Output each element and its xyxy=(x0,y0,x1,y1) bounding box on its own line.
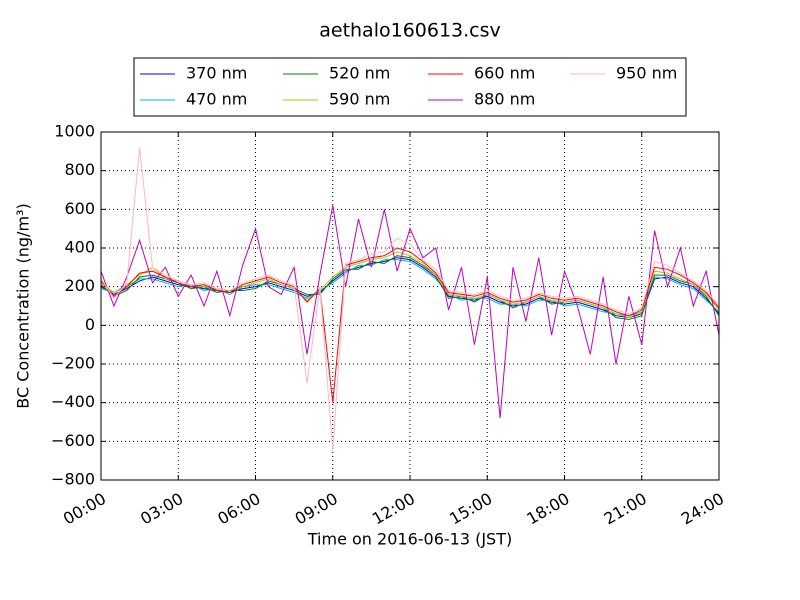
x-axis-label: Time on 2016-06-13 (JST) xyxy=(307,530,512,549)
y-tick-label: 200 xyxy=(64,276,95,295)
legend-label: 470 nm xyxy=(186,90,247,109)
legend-label: 660 nm xyxy=(474,64,535,83)
x-tick-label: 06:00 xyxy=(214,489,263,529)
y-tick-label: −600 xyxy=(51,431,95,450)
data-line xyxy=(101,247,719,403)
legend-label: 880 nm xyxy=(474,90,535,109)
legend-label: 520 nm xyxy=(329,64,390,83)
data-line xyxy=(101,147,719,452)
data-line xyxy=(101,251,719,319)
y-axis-label: BC Concentration (ng/m³) xyxy=(14,203,33,408)
legend-label: 370 nm xyxy=(186,64,247,83)
y-tick-label: 800 xyxy=(64,160,95,179)
y-tick-label: 1000 xyxy=(54,122,95,141)
x-tick-label: 24:00 xyxy=(678,489,727,529)
x-tick-label: 09:00 xyxy=(292,489,341,529)
x-tick-label: 21:00 xyxy=(601,489,650,529)
chart-title: aethalo160613.csv xyxy=(319,20,501,42)
x-tick-label: 03:00 xyxy=(137,489,186,529)
y-tick-label: −400 xyxy=(51,392,95,411)
x-tick-label: 18:00 xyxy=(523,489,572,529)
x-tick-label: 12:00 xyxy=(369,489,418,529)
plot-frame xyxy=(100,131,720,481)
y-tick-label: −200 xyxy=(51,354,95,373)
data-line xyxy=(101,257,719,319)
legend-label: 950 nm xyxy=(616,64,677,83)
y-tick-label: 600 xyxy=(64,199,95,218)
legend-label: 590 nm xyxy=(329,90,390,109)
y-tick-label: −800 xyxy=(51,470,95,489)
x-tick-label: 15:00 xyxy=(446,489,495,529)
x-tick-label: 00:00 xyxy=(60,489,109,529)
legend-box xyxy=(133,57,687,117)
y-tick-label: 0 xyxy=(85,315,95,334)
y-tick-label: 400 xyxy=(64,238,95,257)
data-line xyxy=(101,205,719,419)
